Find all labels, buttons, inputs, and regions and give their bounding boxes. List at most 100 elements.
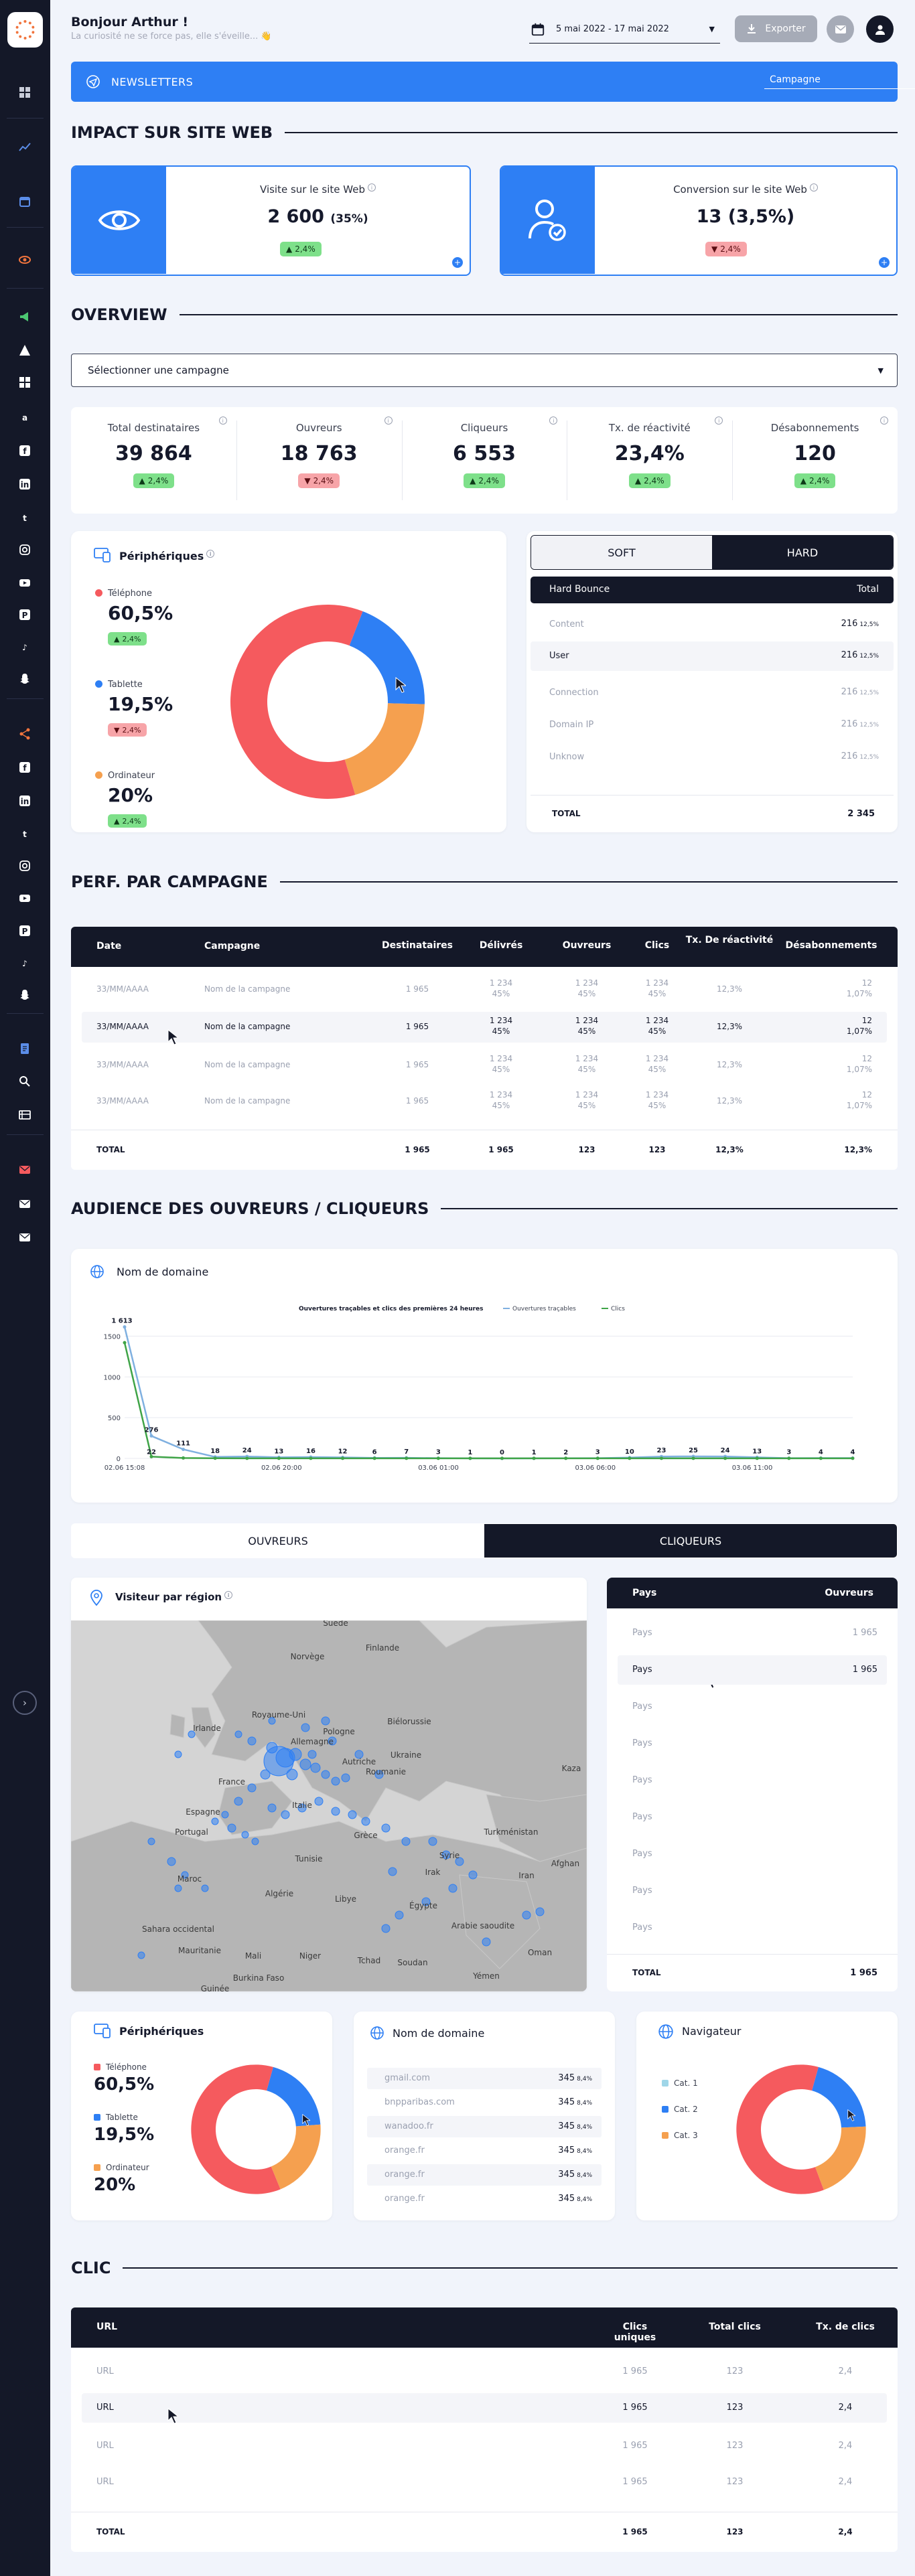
perf-col-header[interactable]: Désabonnements <box>785 940 877 951</box>
visitor-bubble[interactable] <box>482 1937 491 1947</box>
twitter-icon[interactable]: t <box>15 509 35 526</box>
visitor-bubble[interactable] <box>388 1867 397 1876</box>
expand-sidebar-button[interactable]: › <box>13 1691 37 1715</box>
donut-slice[interactable] <box>815 2126 866 2190</box>
pays-row[interactable]: Pays <box>618 1839 887 1869</box>
snapchat-icon[interactable] <box>15 670 35 687</box>
visitor-bubble[interactable] <box>137 1951 145 1959</box>
visitor-bubble[interactable] <box>174 1750 182 1758</box>
pays-row[interactable]: Pays <box>618 1766 887 1795</box>
data-point[interactable] <box>182 1447 186 1451</box>
visitor-bubble[interactable] <box>381 1823 391 1833</box>
visitor-bubble[interactable] <box>227 1823 236 1833</box>
youtube-icon[interactable] <box>15 889 35 907</box>
domain-row[interactable]: wanadoo.fr 345 8,4% <box>367 2116 602 2137</box>
clic-table-row[interactable]: URL 1 965 123 2,4 <box>82 2393 887 2423</box>
data-point[interactable] <box>595 1456 600 1460</box>
donut-slice[interactable] <box>812 2066 866 2128</box>
pays-row[interactable]: Pays <box>618 1729 887 1758</box>
visitor-bubble[interactable] <box>381 1924 391 1933</box>
visitor-bubble[interactable] <box>286 1768 298 1781</box>
info-icon[interactable]: i <box>218 416 227 425</box>
info-icon[interactable]: i <box>384 416 393 425</box>
data-point[interactable] <box>755 1456 759 1460</box>
visitor-bubble[interactable] <box>395 1910 404 1920</box>
domain-row[interactable]: bnpparibas.com 345 8,4% <box>367 2092 602 2113</box>
megaphone-icon[interactable] <box>15 308 35 325</box>
data-point[interactable] <box>500 1456 504 1460</box>
plus-icon[interactable]: + <box>879 257 890 268</box>
date-range-picker[interactable]: 5 mai 2022 - 17 mai 2022 ▼ <box>529 15 720 44</box>
visitor-bubble[interactable] <box>297 1803 307 1813</box>
twitter-icon[interactable]: t <box>15 825 35 842</box>
visitor-bubble[interactable] <box>328 1736 337 1746</box>
clic-col-header[interactable]: Clics uniques <box>614 2322 656 2343</box>
donut-slice[interactable] <box>230 605 363 799</box>
visitor-bubble[interactable] <box>281 1810 290 1819</box>
clic-col-header[interactable]: Tx. de clics <box>816 2322 875 2332</box>
visitor-bubble[interactable] <box>421 1897 431 1906</box>
plus-icon[interactable]: + <box>452 257 463 268</box>
data-point[interactable] <box>564 1456 568 1460</box>
domain-row[interactable]: orange.fr 345 8,4% <box>367 2188 602 2210</box>
linkedin-icon[interactable]: in <box>15 475 35 493</box>
data-point[interactable] <box>405 1456 409 1460</box>
visitor-bubble[interactable] <box>234 1730 242 1738</box>
data-point[interactable] <box>468 1456 472 1460</box>
domain-row[interactable]: gmail.com 345 8,4% <box>367 2068 602 2089</box>
snapchat-icon[interactable] <box>15 986 35 1003</box>
facebook-icon[interactable]: f <box>15 442 35 459</box>
data-point[interactable] <box>123 1341 127 1345</box>
apps-icon[interactable] <box>15 374 35 391</box>
pays-row[interactable]: Pays <box>618 1803 887 1832</box>
visitor-bubble[interactable] <box>361 1817 370 1826</box>
perf-table-row[interactable]: 33/MM/AAAA Nom de la campagne 1 965 1 234 45… <box>82 974 887 1005</box>
donut-slice[interactable] <box>267 2066 321 2127</box>
visitor-bubble[interactable] <box>188 1730 196 1738</box>
data-point[interactable] <box>149 1454 153 1458</box>
data-point[interactable] <box>723 1456 727 1460</box>
pinterest-icon[interactable]: P <box>15 922 35 939</box>
visitor-bubble[interactable] <box>247 1783 257 1793</box>
linkedin-icon[interactable]: in <box>15 792 35 810</box>
visitor-bubble[interactable] <box>401 1837 411 1846</box>
data-point[interactable] <box>691 1456 695 1460</box>
info-icon[interactable]: i <box>224 1591 233 1599</box>
app-logo[interactable] <box>7 12 43 48</box>
visitor-bubble[interactable] <box>535 1907 545 1916</box>
visitor-bubble[interactable] <box>331 1807 340 1816</box>
analytics-icon[interactable] <box>15 139 35 156</box>
visitor-bubble[interactable] <box>301 1723 310 1732</box>
visitor-bubble[interactable] <box>321 1770 330 1779</box>
pays-row[interactable]: Pays <box>618 1913 887 1943</box>
store-icon[interactable] <box>15 193 35 210</box>
mail-button[interactable] <box>827 15 854 43</box>
info-icon[interactable]: i <box>715 416 723 425</box>
bounce-row[interactable]: User 216 12,5% <box>531 641 894 671</box>
data-point[interactable] <box>372 1456 376 1460</box>
pays-row[interactable]: Pays 1 965 <box>618 1655 887 1685</box>
donut-slice[interactable] <box>349 611 425 704</box>
pays-row[interactable]: Pays <box>618 1692 887 1722</box>
tab-ouvreurs[interactable]: OUVREURS <box>72 1524 484 1558</box>
tab-soft[interactable]: SOFT <box>531 536 712 569</box>
data-point[interactable] <box>532 1456 536 1460</box>
visitor-bubble[interactable] <box>147 1837 155 1845</box>
data-point[interactable] <box>277 1456 281 1460</box>
visitor-bubble[interactable] <box>267 1803 277 1813</box>
perf-col-header[interactable]: Date <box>96 941 122 952</box>
info-icon[interactable]: i <box>879 416 888 425</box>
send-icon[interactable] <box>15 1229 35 1246</box>
visitor-bubble[interactable] <box>174 1884 182 1892</box>
visitor-bubble[interactable] <box>241 1831 249 1839</box>
instagram-icon[interactable] <box>15 541 35 558</box>
visitor-bubble[interactable] <box>289 1748 302 1761</box>
perf-col-header[interactable]: Tx. De réactivité <box>685 935 774 945</box>
visitor-bubble[interactable] <box>348 1810 357 1819</box>
facebook-icon[interactable]: f <box>15 759 35 776</box>
export-button[interactable]: Exporter <box>735 15 817 42</box>
visitor-bubble[interactable] <box>307 1750 317 1759</box>
report-icon[interactable] <box>15 1106 35 1124</box>
pays-row[interactable]: Pays 1 965 <box>618 1618 887 1648</box>
bounce-row[interactable]: Content 216 12,5% <box>531 610 894 639</box>
